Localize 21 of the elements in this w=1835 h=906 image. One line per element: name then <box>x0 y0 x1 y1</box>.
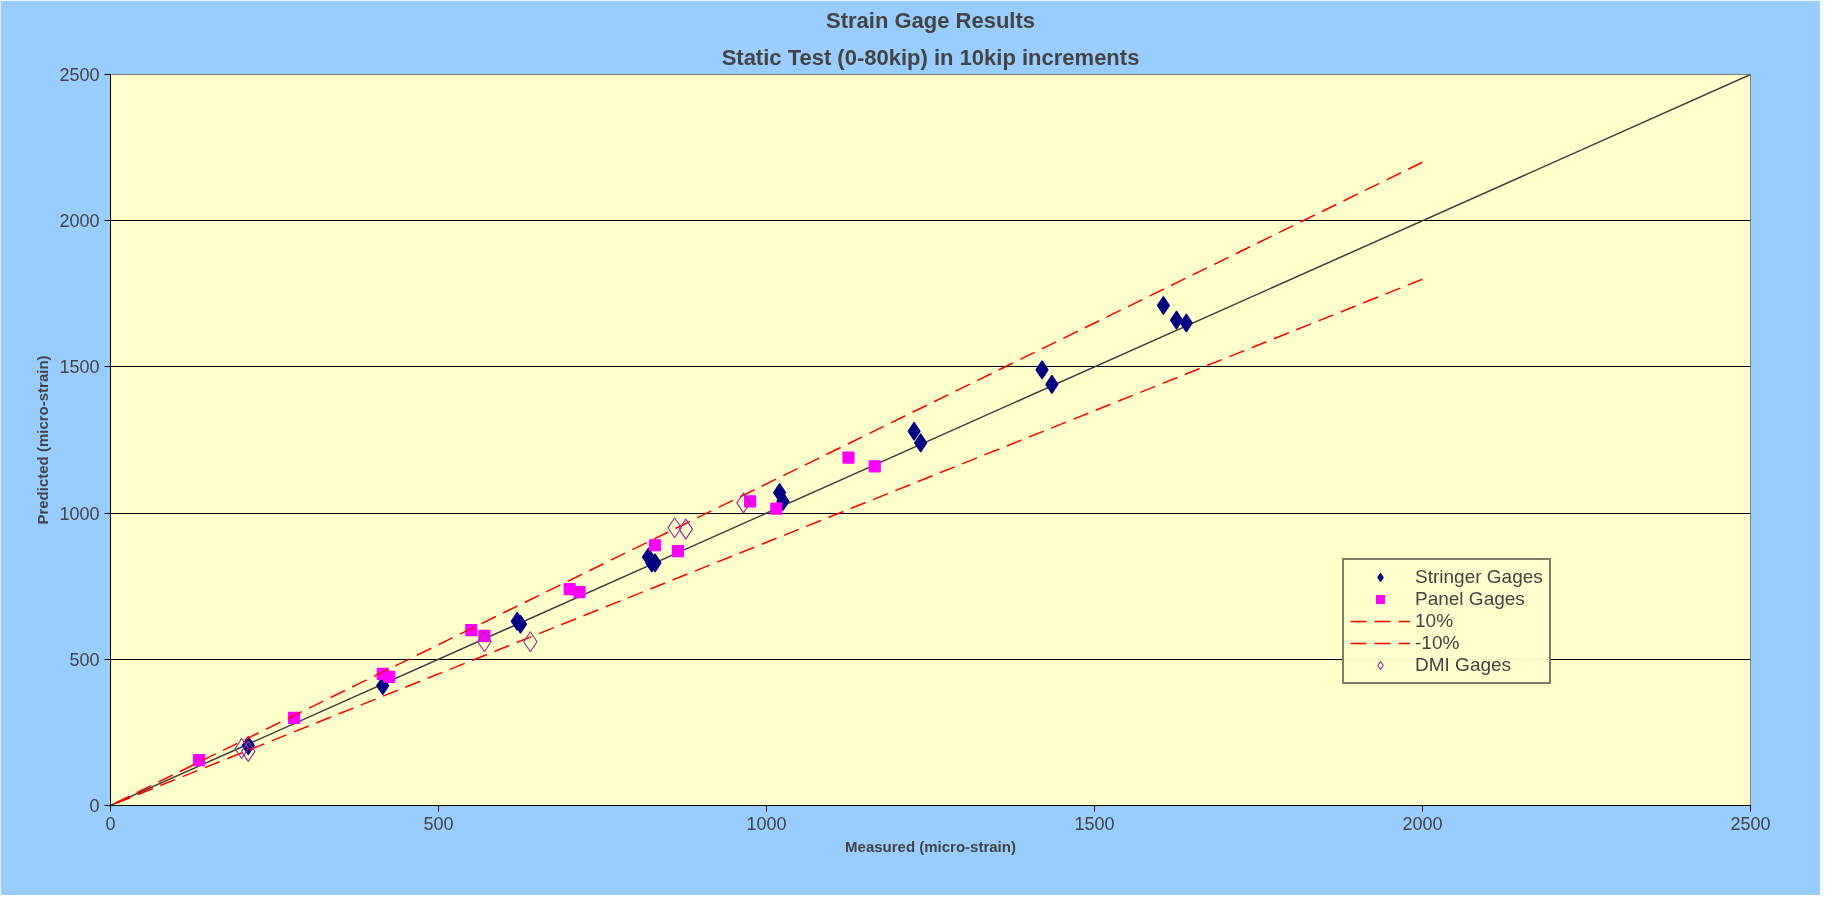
x-axis-title: Measured (micro-strain) <box>845 837 1016 855</box>
x-tick-label: 1000 <box>746 813 787 834</box>
y-tick-label: 500 <box>69 649 100 670</box>
chart-title: Strain Gage Results <box>825 7 1036 33</box>
x-tick-label: 0 <box>105 813 116 834</box>
legend-label: -10% <box>1415 632 1460 654</box>
x-tick-label: 2500 <box>1730 813 1771 834</box>
y-axis-title: Predicted (micro-strain) <box>34 355 52 525</box>
x-tick-label: 1500 <box>1074 813 1115 834</box>
chart-subtitle: Static Test (0-80kip) in 10kip increments <box>721 44 1140 70</box>
x-tick-label: 2000 <box>1402 813 1443 834</box>
legend-label: DMI Gages <box>1415 654 1512 676</box>
legend-label: Panel Gages <box>1415 588 1525 610</box>
legend-label: Stringer Gages <box>1415 566 1543 588</box>
y-tick-label: 0 <box>89 796 100 816</box>
y-tick-label: 2000 <box>59 211 100 232</box>
legend-label: 10% <box>1415 610 1454 632</box>
y-tick-label: 1000 <box>59 503 100 524</box>
y-tick-label: 2500 <box>59 65 100 85</box>
y-tick-label: 1500 <box>59 357 100 378</box>
x-tick-label: 500 <box>423 813 454 834</box>
